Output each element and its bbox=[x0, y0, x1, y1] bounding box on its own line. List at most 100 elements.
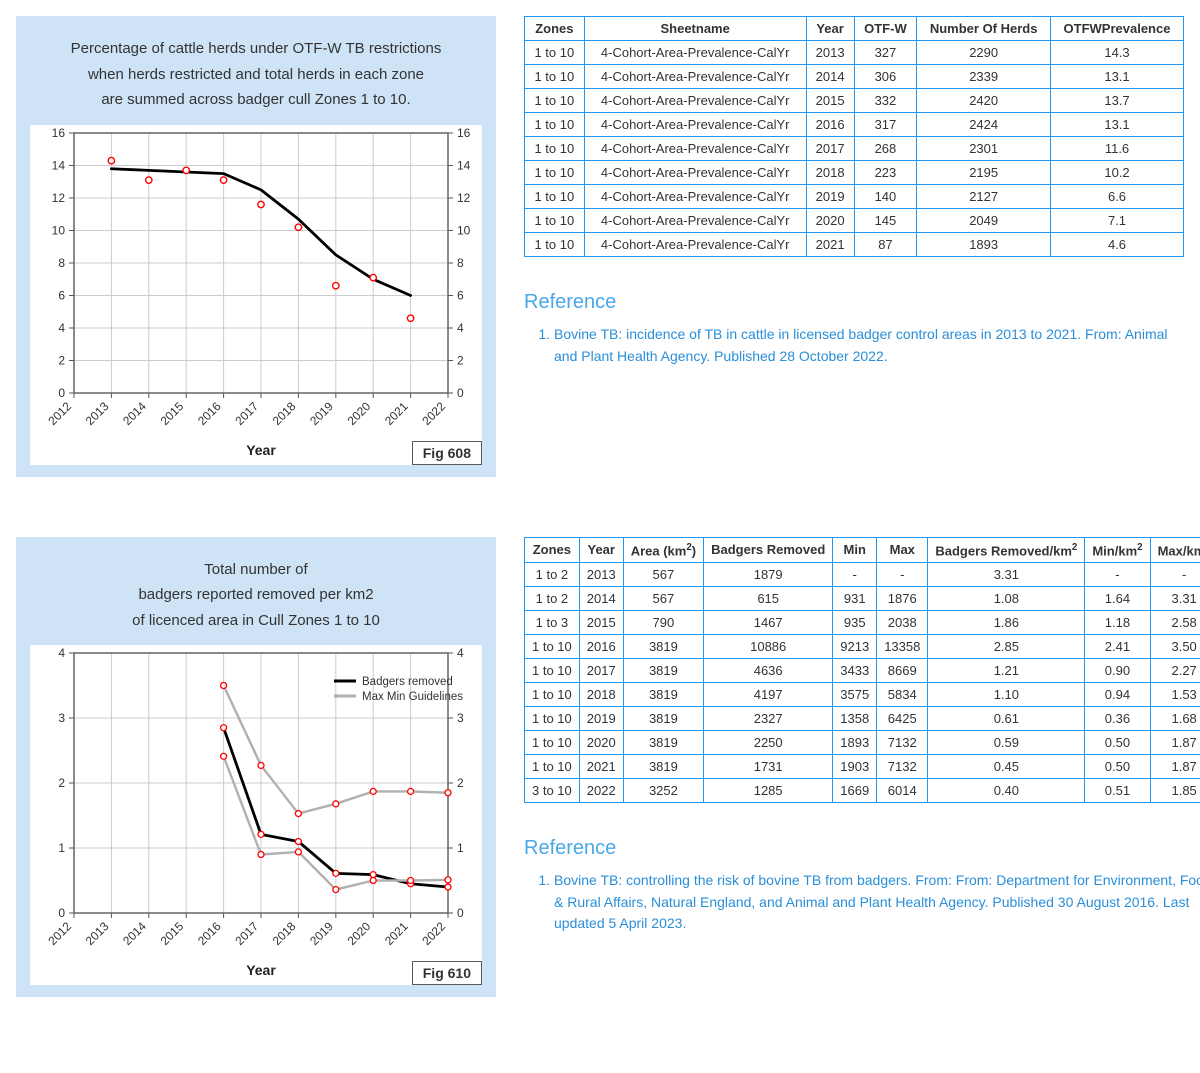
table-cell: 327 bbox=[854, 41, 917, 65]
table-cell: - bbox=[1085, 562, 1150, 586]
table-row: 1 to 104-Cohort-Area-Prevalence-CalYr201… bbox=[525, 89, 1184, 113]
table-row: 1 to 2201456761593118761.081.643.31 bbox=[525, 586, 1200, 610]
chart-title-line: Total number of bbox=[204, 561, 307, 578]
table-cell: 1.86 bbox=[928, 610, 1085, 634]
table-cell: 1893 bbox=[917, 233, 1051, 257]
table-row: 1 to 104-Cohort-Area-Prevalence-CalYr201… bbox=[525, 185, 1184, 209]
table-header: Sheetname bbox=[584, 17, 806, 41]
table-cell: 0.59 bbox=[928, 730, 1085, 754]
reference-link[interactable]: Bovine TB: incidence of TB in cattle in … bbox=[554, 326, 1168, 364]
svg-text:4: 4 bbox=[58, 321, 65, 335]
table-cell: 0.61 bbox=[928, 706, 1085, 730]
table-cell: 6014 bbox=[877, 778, 928, 802]
svg-text:2017: 2017 bbox=[232, 398, 261, 427]
svg-text:2022: 2022 bbox=[419, 398, 448, 427]
table-cell: 2018 bbox=[806, 161, 854, 185]
table-row: 1 to 10202138191731190371320.450.501.87 bbox=[525, 754, 1200, 778]
svg-text:2021: 2021 bbox=[382, 398, 411, 427]
table-header: Year bbox=[806, 17, 854, 41]
table-cell: 1 to 3 bbox=[525, 610, 580, 634]
chart-svg-608: 0022446688101012121414161620122013201420… bbox=[30, 125, 482, 465]
table-cell: 3.31 bbox=[928, 562, 1085, 586]
table-cell: 2038 bbox=[877, 610, 928, 634]
table-row: 1 to 104-Cohort-Area-Prevalence-CalYr201… bbox=[525, 65, 1184, 89]
table-cell: 2019 bbox=[579, 706, 623, 730]
table-cell: 2.41 bbox=[1085, 634, 1150, 658]
table-cell: 2022 bbox=[579, 778, 623, 802]
table-cell: 2021 bbox=[806, 233, 854, 257]
table-cell: 2019 bbox=[806, 185, 854, 209]
table-cell: 1 to 10 bbox=[525, 682, 580, 706]
table-cell: 3.31 bbox=[1150, 586, 1200, 610]
reference-link[interactable]: Bovine TB: controlling the risk of bovin… bbox=[554, 872, 1200, 931]
table-cell: 1.64 bbox=[1085, 586, 1150, 610]
table-cell: 1893 bbox=[833, 730, 877, 754]
table-cell: 7132 bbox=[877, 730, 928, 754]
reference-item: Bovine TB: incidence of TB in cattle in … bbox=[554, 324, 1184, 367]
table-cell: 1 to 2 bbox=[525, 586, 580, 610]
table-cell: 3 to 10 bbox=[525, 778, 580, 802]
reference-heading-610: Reference bbox=[524, 837, 1200, 860]
svg-text:2: 2 bbox=[58, 776, 65, 790]
table-cell: - bbox=[877, 562, 928, 586]
svg-text:2021: 2021 bbox=[382, 919, 411, 948]
table-cell: 2301 bbox=[917, 137, 1051, 161]
table-cell: 2021 bbox=[579, 754, 623, 778]
svg-text:Year: Year bbox=[246, 442, 276, 458]
table-row: 1 to 10201838194197357558341.100.941.53 bbox=[525, 682, 1200, 706]
svg-text:10: 10 bbox=[52, 223, 66, 237]
fig-label-610: Fig 610 bbox=[412, 961, 482, 985]
table-cell: 223 bbox=[854, 161, 917, 185]
table-cell: 1.87 bbox=[1150, 754, 1200, 778]
svg-text:3: 3 bbox=[457, 711, 464, 725]
table-cell: 332 bbox=[854, 89, 917, 113]
table-cell: 4197 bbox=[704, 682, 833, 706]
table-row: 1 to 104-Cohort-Area-Prevalence-CalYr202… bbox=[525, 209, 1184, 233]
table-cell: 1 to 10 bbox=[525, 41, 585, 65]
svg-text:16: 16 bbox=[457, 126, 471, 140]
table-cell: 2127 bbox=[917, 185, 1051, 209]
svg-text:0: 0 bbox=[457, 906, 464, 920]
svg-text:8: 8 bbox=[457, 256, 464, 270]
table-row: 1 to 32015790146793520381.861.182.58 bbox=[525, 610, 1200, 634]
svg-text:2015: 2015 bbox=[158, 398, 187, 427]
svg-text:2014: 2014 bbox=[120, 398, 149, 427]
table-cell: 2049 bbox=[917, 209, 1051, 233]
table-cell: 2420 bbox=[917, 89, 1051, 113]
svg-text:4: 4 bbox=[457, 646, 464, 660]
table-row: 3 to 10202232521285166960140.400.511.85 bbox=[525, 778, 1200, 802]
table-header: OTF-W bbox=[854, 17, 917, 41]
table-cell: 6425 bbox=[877, 706, 928, 730]
svg-text:2019: 2019 bbox=[307, 398, 336, 427]
table-header: Max bbox=[877, 537, 928, 562]
reference-heading-608: Reference bbox=[524, 291, 1184, 314]
table-cell: 1 to 2 bbox=[525, 562, 580, 586]
svg-text:12: 12 bbox=[52, 191, 66, 205]
table-cell: 2013 bbox=[579, 562, 623, 586]
reference-item: Bovine TB: controlling the risk of bovin… bbox=[554, 870, 1200, 935]
table-cell: 140 bbox=[854, 185, 917, 209]
chart-title-line: of licenced area in Cull Zones 1 to 10 bbox=[132, 612, 380, 629]
chart-body-608: 0022446688101012121414161620122013201420… bbox=[30, 125, 482, 465]
svg-text:12: 12 bbox=[457, 191, 471, 205]
svg-text:6: 6 bbox=[457, 288, 464, 302]
table-cell: 4-Cohort-Area-Prevalence-CalYr bbox=[584, 209, 806, 233]
right-col-608: ZonesSheetnameYearOTF-WNumber Of HerdsOT… bbox=[524, 16, 1184, 367]
svg-text:2016: 2016 bbox=[195, 398, 224, 427]
svg-text:2016: 2016 bbox=[195, 919, 224, 948]
svg-text:2018: 2018 bbox=[270, 398, 299, 427]
table-cell: 2.85 bbox=[928, 634, 1085, 658]
chart-svg-610: 0011223344201220132014201520162017201820… bbox=[30, 645, 482, 985]
table-cell: 1 to 10 bbox=[525, 706, 580, 730]
table-header: Zones bbox=[525, 17, 585, 41]
svg-text:2: 2 bbox=[58, 353, 65, 367]
table-cell: 13.7 bbox=[1051, 89, 1184, 113]
table-cell: 1879 bbox=[704, 562, 833, 586]
table-cell: 0.50 bbox=[1085, 754, 1150, 778]
table-cell: 1 to 10 bbox=[525, 634, 580, 658]
table-cell: 1 to 10 bbox=[525, 754, 580, 778]
table-cell: 0.36 bbox=[1085, 706, 1150, 730]
svg-text:3: 3 bbox=[58, 711, 65, 725]
svg-text:2015: 2015 bbox=[158, 919, 187, 948]
table-cell: 4-Cohort-Area-Prevalence-CalYr bbox=[584, 89, 806, 113]
